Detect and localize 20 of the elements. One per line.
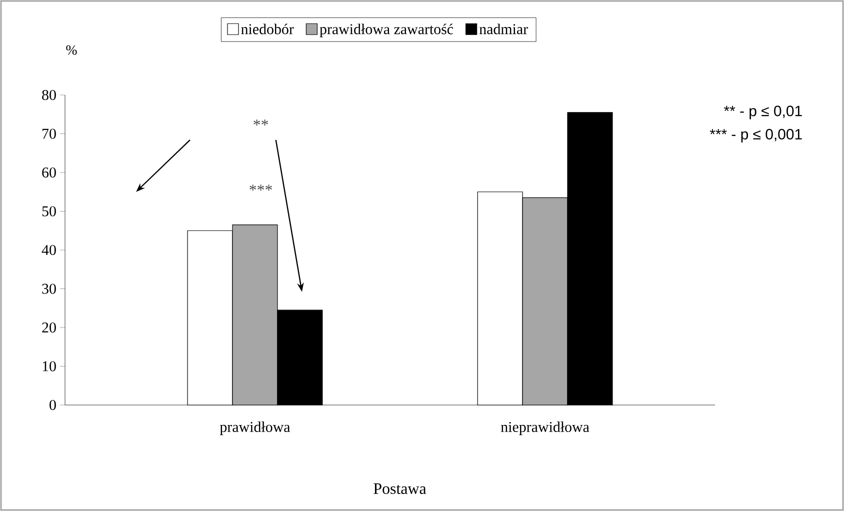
annotation: ** — [254, 120, 268, 126]
legend-label: nadmiar — [479, 24, 528, 34]
y-tick-label: 50 — [42, 206, 56, 216]
x-tick-label: prawidłowa — [220, 422, 290, 436]
y-tick-label: 60 — [42, 167, 56, 178]
y-axis-title: % — [66, 45, 77, 55]
annotation: *** - p ≤ 0,001 — [710, 128, 802, 142]
y-tick-label: 30 — [42, 284, 56, 294]
y-tick-label: 80 — [42, 90, 56, 100]
legend-label: niedobór — [241, 24, 294, 34]
y-tick-label: 0 — [50, 400, 56, 410]
y-tick-label: 20 — [42, 322, 56, 333]
text: ** - p ≤ 0,01 — [724, 106, 802, 120]
y-tick-label: 70 — [42, 128, 56, 139]
y-tick-label: 40 — [42, 244, 56, 256]
x-tick-label: nieprawidłowa — [500, 422, 590, 436]
annotation: *** — [250, 184, 272, 191]
legend-label: prawidłowa zawartość — [320, 24, 454, 38]
y-tick-label: 10 — [42, 361, 56, 372]
x-axis-title: Postawa — [374, 483, 426, 494]
